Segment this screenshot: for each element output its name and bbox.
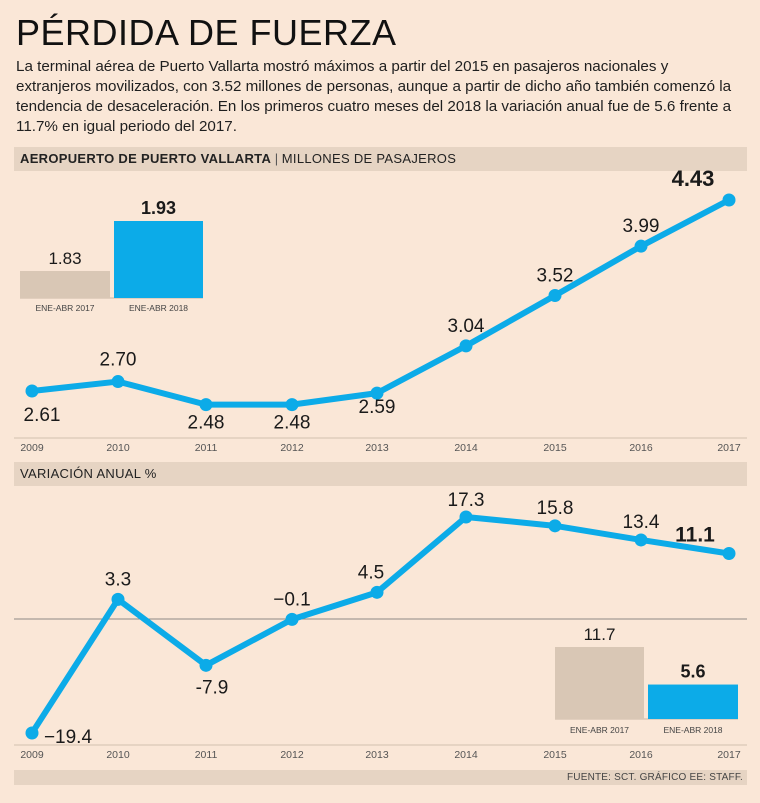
data-label: 3.52: [537, 266, 574, 287]
intro-text: La terminal aérea de Puerto Vallarta mos…: [16, 58, 732, 135]
data-point: [548, 289, 562, 302]
inset-bar: [20, 270, 110, 298]
x-tick-label: 2009: [20, 749, 44, 761]
x-tick-label: 2015: [543, 749, 567, 761]
section-header-passengers: AEROPUERTO DE PUERTO VALLARTA | MILLONES…: [14, 147, 747, 171]
data-label: 3.99: [623, 216, 660, 237]
data-label: 2.48: [188, 413, 225, 434]
data-label: 15.8: [537, 498, 574, 519]
data-point: [111, 592, 125, 606]
data-label: −19.4: [44, 727, 93, 748]
inset-bar: [555, 647, 644, 719]
data-point: [285, 398, 299, 412]
data-point: [25, 726, 39, 740]
data-point: [548, 519, 562, 533]
section-header-variation: VARIACIÓN ANUAL %: [14, 462, 747, 486]
data-point: [370, 585, 384, 599]
data-label: 2.59: [359, 397, 396, 418]
units-label: MILLONES DE PASAJEROS: [281, 151, 457, 166]
inset-bar: [648, 684, 738, 719]
data-point: [634, 239, 648, 253]
inset-category-label: ENE-ABR 2018: [129, 303, 188, 313]
x-tick-label: 2014: [454, 442, 478, 454]
x-tick-label: 2012: [280, 749, 304, 761]
inset-category-label: ENE-ABR 2017: [570, 725, 629, 735]
x-tick-label: 2011: [195, 749, 218, 761]
x-tick-label: 2015: [543, 442, 567, 454]
x-tick-label: 2013: [365, 749, 389, 761]
x-tick-label: 2011: [195, 442, 218, 454]
inset-bar-label: 11.7: [584, 625, 616, 644]
x-tick-label: 2010: [106, 442, 130, 454]
inset-bar-label: 1.83: [48, 249, 81, 268]
data-point: [722, 546, 736, 560]
x-tick-label: 2010: [106, 749, 130, 761]
data-label: 2.70: [100, 350, 137, 371]
x-tick-label: 2016: [629, 749, 653, 761]
inset-category-label: ENE-ABR 2017: [35, 303, 94, 313]
data-label: 4.43: [672, 166, 715, 191]
inset-bar-label: 1.93: [141, 198, 176, 218]
data-label: 3.3: [105, 569, 131, 590]
data-point: [459, 339, 473, 353]
data-label: 2.48: [274, 413, 311, 434]
data-label: 11.1: [675, 523, 715, 546]
x-tick-label: 2013: [365, 442, 389, 454]
x-tick-label: 2017: [717, 442, 741, 454]
x-tick-label: 2016: [629, 442, 653, 454]
airport-label: AEROPUERTO DE PUERTO VALLARTA: [20, 151, 272, 166]
data-point: [111, 375, 125, 389]
data-point: [199, 658, 213, 672]
data-point: [370, 386, 384, 400]
data-point: [25, 384, 39, 398]
label-separator: |: [274, 151, 279, 166]
x-tick-label: 2009: [20, 442, 44, 454]
data-label: −0.1: [273, 589, 311, 610]
inset-bar-label: 5.6: [680, 662, 705, 682]
data-label: -7.9: [196, 677, 229, 698]
data-point: [199, 398, 213, 412]
x-tick-label: 2017: [717, 749, 741, 761]
variation-label: VARIACIÓN ANUAL %: [20, 466, 157, 481]
data-point: [634, 533, 648, 547]
data-label: 2.61: [24, 405, 61, 426]
data-point: [722, 193, 736, 207]
inset-bar: [114, 221, 203, 298]
source-footer: FUENTE: SCT. GRÁFICO EE: STAFF.: [14, 770, 747, 785]
inset-category-label: ENE-ABR 2018: [663, 725, 722, 735]
data-label: 4.5: [358, 562, 384, 583]
x-tick-label: 2014: [454, 749, 478, 761]
x-tick-label: 2012: [280, 442, 304, 454]
data-label: 17.3: [448, 490, 485, 511]
data-label: 3.04: [448, 316, 485, 337]
data-point: [459, 510, 473, 524]
data-point: [285, 612, 299, 626]
chart-title: PÉRDIDA DE FUERZA: [16, 12, 397, 53]
data-label: 13.4: [623, 512, 660, 533]
